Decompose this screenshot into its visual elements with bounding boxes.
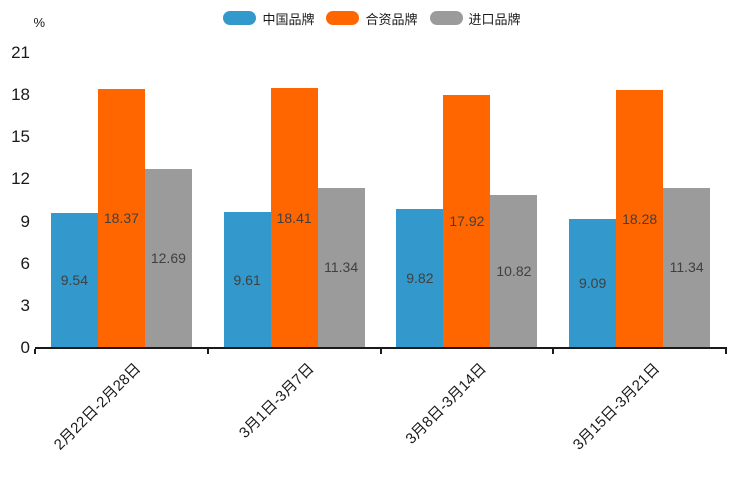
y-axis-unit-label: %	[33, 15, 45, 30]
bar-value-label: 9.61	[233, 271, 261, 288]
chart-legend: 中国品牌 合资品牌 进口品牌	[0, 8, 744, 28]
bar-china-brand-0	[50, 212, 98, 347]
legend-label: 合资品牌	[365, 11, 418, 27]
y-axis-tick-label: 12	[11, 169, 30, 189]
bar-joint-venture-brand-3	[616, 90, 664, 347]
bar-value-label: 18.41	[276, 209, 312, 226]
bar-joint-venture-brand-1	[270, 88, 318, 347]
legend-item-import-brand: 进口品牌	[429, 9, 521, 28]
legend-label: 中国品牌	[262, 11, 315, 27]
bar-value-label: 11.34	[669, 259, 704, 276]
bar-value-label: 10.82	[496, 263, 532, 279]
bar-joint-venture-brand-2	[443, 95, 491, 347]
x-axis-tick	[206, 349, 209, 354]
y-axis-tick-label: 6	[20, 253, 30, 273]
y-axis-tick-label: 0	[20, 338, 30, 357]
x-axis-tick	[379, 349, 382, 354]
x-axis-category-label: 3月8日-3月14日	[402, 360, 491, 448]
bar-joint-venture-brand-0	[97, 88, 145, 347]
y-axis-tick-label: 15	[11, 127, 30, 147]
bar-import-brand-0	[144, 168, 192, 347]
x-axis-tick	[552, 349, 555, 354]
legend-swatch-import-brand	[429, 11, 463, 25]
x-axis-category-label: 2月22日-2月28日	[51, 360, 145, 454]
legend-label: 进口品牌	[468, 11, 521, 27]
y-axis-tick-label: 21	[11, 43, 30, 62]
x-axis-line	[35, 347, 727, 349]
x-axis-category-label: 3月1日-3月7日	[235, 360, 318, 442]
y-axis-tick-label: 9	[20, 211, 30, 231]
y-axis-tick-label: 3	[20, 295, 30, 315]
bar-value-label: 9.82	[406, 270, 434, 287]
bar-china-brand-2	[396, 209, 444, 347]
legend-item-joint-venture-brand: 合资品牌	[326, 9, 418, 28]
bar-value-label: 18.37	[103, 209, 139, 226]
legend-swatch-joint-venture-brand	[326, 11, 360, 25]
bar-value-label: 17.92	[449, 213, 485, 230]
bar-import-brand-2	[490, 195, 538, 347]
bar-china-brand-3	[569, 219, 617, 347]
bar-value-label: 11.34	[324, 259, 359, 276]
bar-value-label: 9.09	[579, 275, 607, 292]
legend-swatch-china-brand	[223, 11, 257, 25]
legend-item-china-brand: 中国品牌	[223, 9, 314, 28]
x-axis-category-label: 3月15日-3月21日	[569, 360, 663, 454]
x-axis-tick	[725, 349, 727, 354]
bar-value-label: 18.28	[622, 210, 658, 227]
bar-import-brand-3	[663, 187, 711, 347]
bar-import-brand-1	[317, 187, 365, 347]
x-axis-tick	[34, 349, 36, 354]
y-axis-tick-label: 18	[11, 85, 30, 105]
bar-value-label: 9.54	[60, 271, 88, 288]
bar-value-label: 12.69	[150, 249, 186, 266]
bar-china-brand-1	[223, 212, 271, 347]
